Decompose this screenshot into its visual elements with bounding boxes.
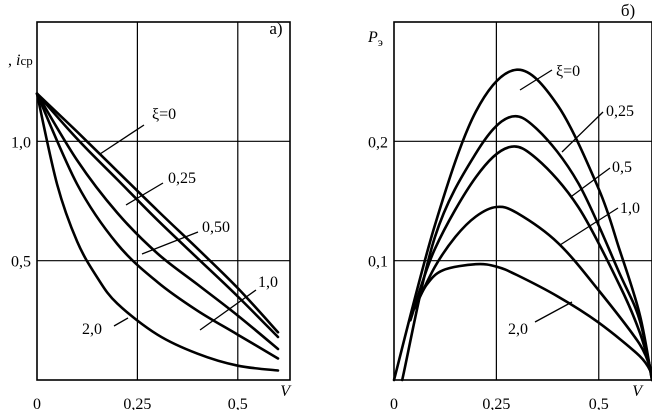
series-label: 0,50 — [202, 219, 230, 236]
series-label: 1,0 — [620, 200, 640, 217]
panel-label: а) — [269, 19, 282, 38]
series-label: 0,25 — [606, 103, 634, 120]
series-line — [35, 92, 280, 334]
x-tick-label: 0,25 — [482, 396, 510, 410]
series-leader-line — [561, 111, 604, 153]
x-axis-label: V — [632, 383, 644, 400]
panel-label: б) — [621, 1, 635, 20]
series-leader-line — [113, 317, 129, 327]
y-axis-label: , iср — [8, 52, 33, 69]
y-tick-label: 0,2 — [368, 134, 388, 151]
series-label: 0,5 — [612, 159, 632, 176]
series-leader-line — [571, 167, 611, 197]
series-line — [35, 92, 280, 372]
y-tick-label: 0,5 — [11, 254, 31, 271]
panel-a: 0 0,25 0,5 0,5 1,0 V , iср а) ξ=0 0,25 0,50 1,0 2,0 — [8, 19, 292, 410]
series-label: 2,0 — [82, 321, 102, 338]
series-leader-line — [125, 182, 164, 206]
series-leader-line — [141, 231, 199, 255]
series-label: ξ=0 — [152, 106, 176, 123]
series-line — [392, 68, 652, 382]
series-line — [409, 145, 652, 376]
series-leader-line — [199, 289, 257, 331]
x-tick-label: 0 — [390, 396, 398, 410]
x-tick-label: 0,5 — [228, 396, 248, 410]
series-leader-line — [519, 69, 553, 91]
x-tick-label: 0 — [33, 396, 41, 410]
series-label: ξ=0 — [556, 63, 580, 80]
series-leader-line — [559, 207, 619, 246]
series-line — [35, 92, 280, 360]
series-label: 1,0 — [258, 274, 278, 291]
series-line — [413, 205, 652, 376]
x-tick-label: 0,5 — [589, 396, 609, 410]
y-tick-label: 0,1 — [368, 254, 388, 271]
x-tick-label: 0,25 — [123, 396, 151, 410]
x-axis-label: V — [280, 383, 292, 400]
series-leader-line — [534, 301, 573, 323]
y-axis-label: Pэ — [367, 29, 383, 49]
series-line — [35, 92, 280, 351]
panel-b: 0 0,25 0,5 0,1 0,2 V Pэ б) ξ=0 0,25 0,5 1,0 2,0 — [367, 1, 652, 410]
series-line — [400, 114, 652, 382]
series-label: 2,0 — [508, 321, 528, 338]
y-tick-label: 1,0 — [11, 134, 31, 151]
series-label: 0,25 — [168, 170, 196, 187]
plot-frame — [36, 21, 291, 381]
series-line — [35, 92, 280, 339]
series-line — [413, 262, 652, 376]
plot-frame — [393, 21, 652, 381]
series-leader-line — [99, 124, 145, 155]
